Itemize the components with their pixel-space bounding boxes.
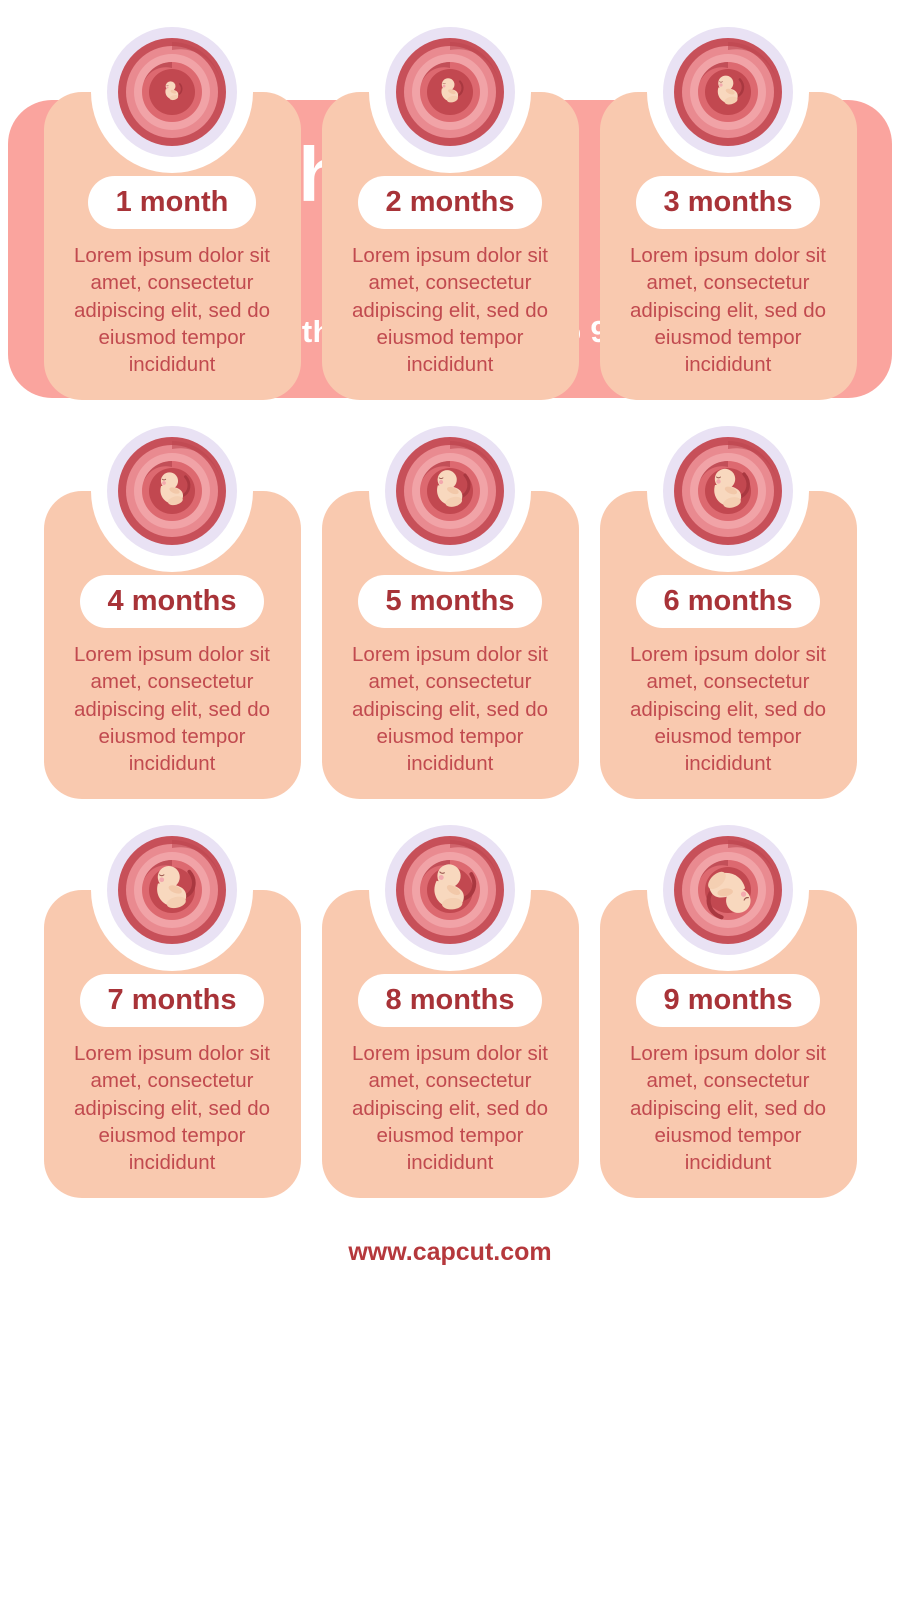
fetus-womb-month-4-icon [107, 426, 237, 556]
month-label: 3 months [663, 186, 793, 218]
fetus-womb-month-8-icon [385, 825, 515, 955]
infographic-page: Birth Cycle of a Baby Let's see the cycl… [0, 27, 900, 1600]
month-label: 2 months [385, 186, 515, 218]
month-label: 6 months [663, 585, 793, 617]
fetus-womb-month-2-icon [385, 27, 515, 157]
card-description: Lorem ipsum dolor sit amet, consectetur … [629, 643, 826, 775]
fetus-womb-month-3-icon [663, 27, 793, 157]
month-pill: 3 months [635, 176, 821, 229]
month-card: 3 months Lorem ipsum dolor sit amet, con… [599, 27, 857, 400]
card-description: Lorem ipsum dolor sit amet, consectetur … [629, 1042, 826, 1174]
fetus-womb-month-6-icon [663, 426, 793, 556]
month-label: 8 months [385, 984, 515, 1016]
month-pill: 1 month [87, 176, 257, 229]
month-label: 7 months [107, 984, 237, 1016]
footer-url: www.capcut.com [348, 1238, 552, 1266]
month-card: 8 months Lorem ipsum dolor sit amet, con… [321, 825, 579, 1198]
month-label: 9 months [663, 984, 793, 1016]
month-label: 1 month [115, 186, 229, 218]
card-description: Lorem ipsum dolor sit amet, consectetur … [629, 244, 826, 376]
month-card: 5 months Lorem ipsum dolor sit amet, con… [321, 426, 579, 799]
month-label: 4 months [107, 585, 237, 617]
card-description: Lorem ipsum dolor sit amet, consectetur … [351, 1042, 548, 1174]
fetus-icon [717, 75, 745, 105]
card-description: Lorem ipsum dolor sit amet, consectetur … [73, 1042, 270, 1174]
month-label: 5 months [385, 585, 515, 617]
month-pill: 6 months [635, 575, 821, 628]
fetus-icon [706, 871, 751, 920]
month-card: 9 months Lorem ipsum dolor sit amet, con… [599, 825, 857, 1198]
fetus-icon [165, 81, 183, 101]
month-pill: 2 months [357, 176, 543, 229]
card-description: Lorem ipsum dolor sit amet, consectetur … [351, 643, 548, 775]
fetus-womb-month-9-icon [663, 825, 793, 955]
fetus-icon [441, 78, 464, 103]
month-pill: 8 months [357, 974, 543, 1027]
card-description: Lorem ipsum dolor sit amet, consectetur … [351, 244, 548, 376]
month-card: 1 month Lorem ipsum dolor sit amet, cons… [43, 27, 301, 400]
fetus-icon [714, 468, 750, 508]
month-card: 2 months Lorem ipsum dolor sit amet, con… [321, 27, 579, 400]
month-pill: 4 months [79, 575, 265, 628]
month-pill: 7 months [79, 974, 265, 1027]
month-card: 7 months Lorem ipsum dolor sit amet, con… [43, 825, 301, 1198]
month-pill: 5 months [357, 575, 543, 628]
fetus-womb-month-5-icon [385, 426, 515, 556]
month-card: 4 months Lorem ipsum dolor sit amet, con… [43, 426, 301, 799]
fetus-womb-month-1-icon [107, 27, 237, 157]
fetus-icon [437, 470, 471, 507]
card-description: Lorem ipsum dolor sit amet, consectetur … [73, 643, 270, 775]
fetus-icon [157, 866, 196, 909]
fetus-icon [434, 864, 477, 910]
card-description: Lorem ipsum dolor sit amet, consectetur … [73, 244, 270, 376]
month-card: 6 months Lorem ipsum dolor sit amet, con… [599, 426, 857, 799]
footer: www.capcut.com [0, 1238, 900, 1267]
fetus-womb-month-7-icon [107, 825, 237, 955]
cards-grid: 1 month Lorem ipsum dolor sit amet, cons… [43, 27, 857, 1198]
fetus-icon [160, 472, 191, 506]
month-pill: 9 months [635, 974, 821, 1027]
